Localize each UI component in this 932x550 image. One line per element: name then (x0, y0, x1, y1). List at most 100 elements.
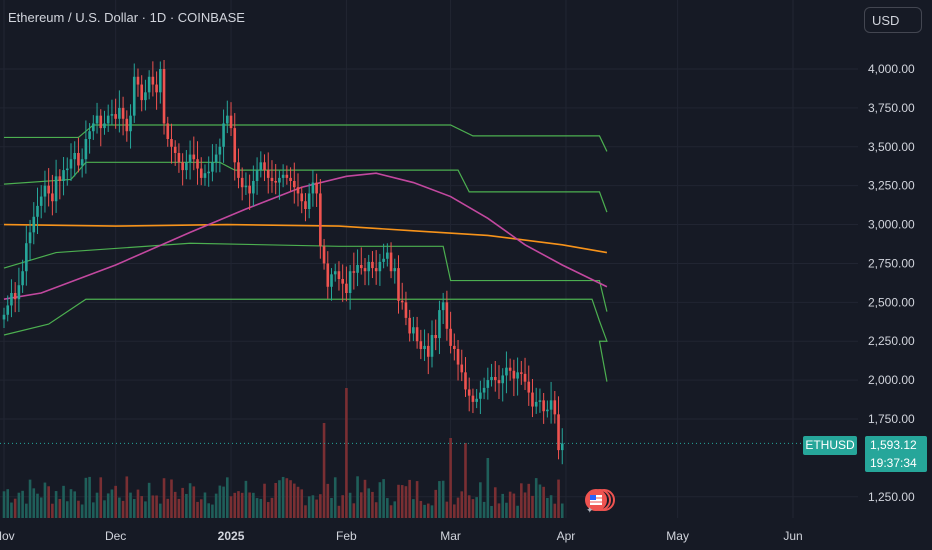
candle-body (534, 401, 538, 407)
candle-body (289, 177, 292, 181)
candle-body (345, 283, 348, 293)
y-tick-label: 2,500.00 (868, 295, 915, 309)
candle-body (13, 293, 17, 300)
volume-bar (363, 479, 367, 518)
volume-bar (170, 479, 173, 518)
volume-bar (382, 479, 385, 518)
candle-body (330, 274, 333, 287)
currency-button[interactable]: USD (864, 7, 922, 33)
volume-bar (159, 503, 162, 518)
candle-body (32, 216, 36, 233)
volume-bar (47, 486, 50, 518)
volume-bar (77, 500, 80, 518)
candle-body (54, 176, 58, 202)
candle-body (192, 154, 196, 160)
candle-body (311, 182, 315, 194)
x-tick-label: Feb (336, 529, 357, 543)
candle-body (553, 400, 557, 415)
volume-bar (173, 491, 177, 518)
volume-bar (248, 492, 251, 518)
volume-bar (493, 487, 497, 518)
volume-bar (21, 490, 24, 518)
volume-bar (467, 495, 471, 518)
candle-body (129, 115, 132, 132)
candle-body (36, 205, 39, 217)
x-tick-label: Apr (557, 529, 576, 543)
volume-bar (359, 492, 363, 518)
candle-body (549, 400, 553, 410)
volume-bar (39, 497, 43, 518)
volume-bar (546, 497, 549, 518)
volume-bar (36, 493, 39, 518)
volume-bar (125, 476, 129, 518)
candle-body (486, 380, 490, 388)
volume-bar (497, 503, 501, 518)
candle-body (453, 345, 456, 349)
candle-body (408, 317, 411, 334)
candle-body (333, 271, 337, 275)
x-tick-label: May (666, 529, 689, 543)
candle-body (482, 387, 486, 393)
volume-bar (118, 497, 121, 518)
svg-text:✦: ✦ (586, 506, 594, 514)
volume-bar (453, 504, 456, 518)
volume-bar (486, 458, 490, 518)
candle-body (51, 193, 54, 202)
event-markers[interactable]: ✦ (583, 486, 617, 514)
candle-body (6, 305, 10, 315)
volume-bar (475, 497, 478, 518)
volume-bar (345, 388, 348, 518)
volume-bar (560, 503, 564, 518)
symbol-price-tag: ETHUSD (803, 436, 857, 455)
y-tick-label: 4,000.00 (868, 62, 915, 76)
volume-bar (99, 477, 103, 518)
candle-body (449, 328, 452, 346)
candle-body (348, 271, 352, 293)
candle-body (106, 115, 110, 124)
volume-bar (445, 501, 449, 518)
candle-body (211, 162, 214, 172)
volume-bar (423, 504, 426, 518)
candle-body (497, 380, 501, 384)
volume-bar (17, 492, 21, 518)
candle-body (281, 174, 285, 178)
volume-bar (531, 495, 534, 518)
candle-body (263, 162, 266, 171)
candle-body (2, 314, 6, 320)
volume-bar (229, 496, 233, 518)
x-tick-label: Dec (105, 529, 126, 543)
x-tick-label: 2025 (218, 529, 245, 543)
last-price-value: 1,593.12 (870, 438, 917, 452)
us-flag-event-icon[interactable]: ✦ (583, 486, 617, 514)
candle-body (248, 185, 251, 194)
volume-bar (144, 501, 147, 518)
volume-bar (415, 481, 419, 518)
candle-body (132, 76, 136, 116)
candle-body (493, 377, 497, 381)
volume-bar (371, 491, 374, 518)
volume-bar (136, 489, 140, 518)
candle-body (185, 162, 188, 171)
candle-body (77, 153, 80, 166)
volume-bar (456, 497, 460, 518)
volume-bar (255, 498, 259, 518)
candle-body (389, 252, 393, 272)
candle-body (374, 268, 378, 272)
candle-body (110, 114, 114, 116)
volume-bar (62, 485, 65, 518)
candle-body (181, 162, 184, 171)
candle-body (229, 115, 233, 129)
candle-body (356, 265, 359, 273)
candle-body (203, 173, 207, 178)
volume-bar (155, 495, 158, 518)
volume-bar (274, 483, 277, 518)
volume-bar (404, 486, 408, 518)
volume-bar (106, 493, 110, 518)
candle-body (319, 193, 322, 247)
volume-bar (389, 505, 393, 518)
candle-body (62, 170, 65, 181)
candle-body (322, 246, 326, 264)
candle-body (382, 258, 385, 262)
